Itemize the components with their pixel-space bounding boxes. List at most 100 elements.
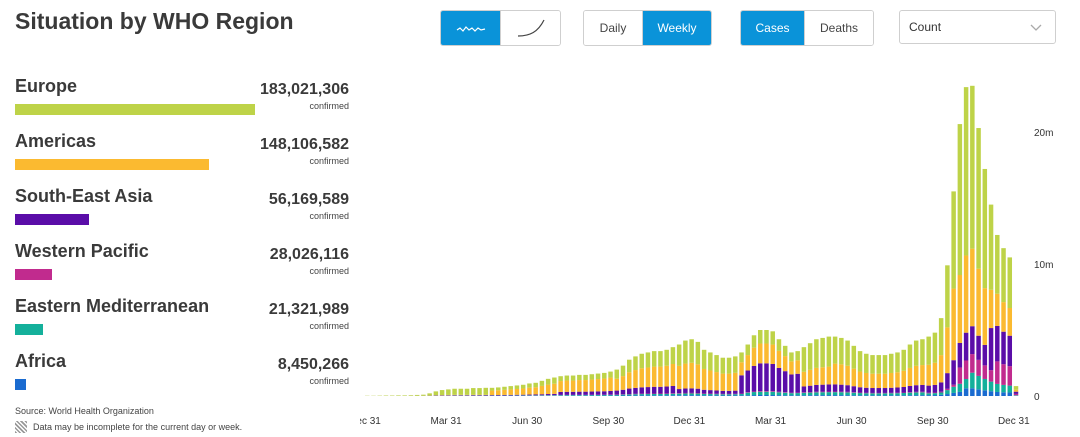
bar-segment xyxy=(1007,307,1013,336)
x-tick-label: Sep 30 xyxy=(917,416,949,427)
region-name: Africa xyxy=(15,351,67,371)
bar-segment xyxy=(782,395,788,396)
bar-segment xyxy=(857,351,863,372)
bar-segment xyxy=(1013,389,1019,392)
bar-segment xyxy=(982,288,988,345)
bar-segment xyxy=(1013,386,1019,390)
bar-segment xyxy=(995,391,1000,396)
bar-segment xyxy=(708,395,713,396)
bar-segment xyxy=(988,289,994,329)
bar-segment xyxy=(514,388,520,395)
bar-segment xyxy=(676,389,682,394)
region-africa: Africa 8,450,266 confirmed xyxy=(15,351,355,406)
bar-segment xyxy=(870,395,875,396)
bar-segment xyxy=(633,356,638,371)
deaths-button[interactable]: Deaths xyxy=(804,11,873,45)
bar-segment xyxy=(527,394,532,396)
bar-segment xyxy=(620,389,626,395)
bar-segment xyxy=(801,347,807,372)
bar-segment xyxy=(976,268,981,336)
bar-segment xyxy=(864,395,869,396)
region-name: Western Pacific xyxy=(15,241,149,261)
region-bar xyxy=(15,159,209,170)
bar-segment xyxy=(651,351,657,367)
bar-segment xyxy=(608,371,613,378)
bar-segment xyxy=(995,361,1000,384)
bar-segment xyxy=(764,391,769,392)
bar-segment xyxy=(602,372,607,379)
bar-segment xyxy=(945,390,950,395)
bar-segment xyxy=(552,395,557,396)
bar-segment xyxy=(639,387,644,394)
bar-segment xyxy=(782,371,788,393)
bar-segment xyxy=(745,344,751,356)
bar-segment xyxy=(539,380,545,386)
cases-button[interactable]: Cases xyxy=(741,11,804,45)
bar-segment xyxy=(639,368,644,388)
bar-segment xyxy=(938,382,944,392)
bar-segment xyxy=(814,392,819,396)
bar-segment xyxy=(876,373,882,389)
bar-segment xyxy=(913,391,919,393)
bar-segment xyxy=(770,344,775,364)
daily-button[interactable]: Daily xyxy=(584,11,642,45)
bar-segment xyxy=(920,384,925,392)
bar-segment xyxy=(776,339,782,351)
bar-segment xyxy=(814,395,819,396)
bar-segment xyxy=(907,344,913,368)
bar-segment xyxy=(807,385,813,393)
cumulative-chart-button[interactable] xyxy=(500,11,560,45)
bar-segment xyxy=(627,372,632,389)
bar-segment xyxy=(664,393,669,396)
bar-segment xyxy=(938,318,944,356)
y-tick-label: 10m xyxy=(1034,260,1053,271)
bar-segment xyxy=(951,191,956,289)
x-tick-label: Dec 31 xyxy=(360,416,381,427)
bar-segment xyxy=(683,392,688,394)
bar-segment xyxy=(739,352,744,363)
bar-segment xyxy=(676,395,682,396)
bar-segment xyxy=(889,393,894,396)
region-bar xyxy=(15,324,43,335)
bar-segment xyxy=(951,360,956,385)
bar-segment xyxy=(882,395,888,396)
bar-segment xyxy=(814,391,819,393)
bar-segment xyxy=(963,379,969,389)
bar-segment xyxy=(820,395,825,396)
region-name: Europe xyxy=(15,76,78,96)
measure-select[interactable]: Count xyxy=(899,10,1056,44)
bar-segment xyxy=(745,392,751,396)
bar-segment xyxy=(901,349,906,371)
bar-segment xyxy=(770,395,775,396)
region-bar xyxy=(15,104,255,115)
bar-segment xyxy=(739,375,744,394)
bar-segment xyxy=(963,388,969,396)
weekly-button[interactable]: Weekly xyxy=(642,11,711,45)
bar-segment xyxy=(502,386,507,390)
bar-segment xyxy=(689,393,694,396)
line-icon xyxy=(456,26,485,32)
region-value: 56,169,589 xyxy=(268,191,349,208)
bar-segment xyxy=(970,354,975,373)
bar-segment xyxy=(471,388,476,395)
bar-segment xyxy=(708,390,713,394)
region-eastern-mediterranean: Eastern Mediterranean 21,321,989 confirm… xyxy=(15,296,355,351)
region-bar xyxy=(15,379,26,390)
bar-segment xyxy=(452,388,457,395)
bar-segment xyxy=(658,393,663,396)
bar-segment xyxy=(938,392,944,395)
bar-segment xyxy=(845,340,850,366)
bar-segment xyxy=(795,360,800,374)
bar-segment xyxy=(602,394,607,396)
line-chart-button[interactable] xyxy=(441,11,500,45)
bar-segment xyxy=(433,391,439,396)
chevron-down-icon xyxy=(1030,24,1042,31)
bar-segment xyxy=(820,384,825,392)
bar-segment xyxy=(789,352,794,362)
bar-segment xyxy=(857,393,863,396)
bar-segment xyxy=(695,393,701,396)
bar-segment xyxy=(739,395,744,396)
bar-segment xyxy=(864,353,869,373)
bar-segment xyxy=(714,395,719,396)
bar-segment xyxy=(976,128,981,269)
